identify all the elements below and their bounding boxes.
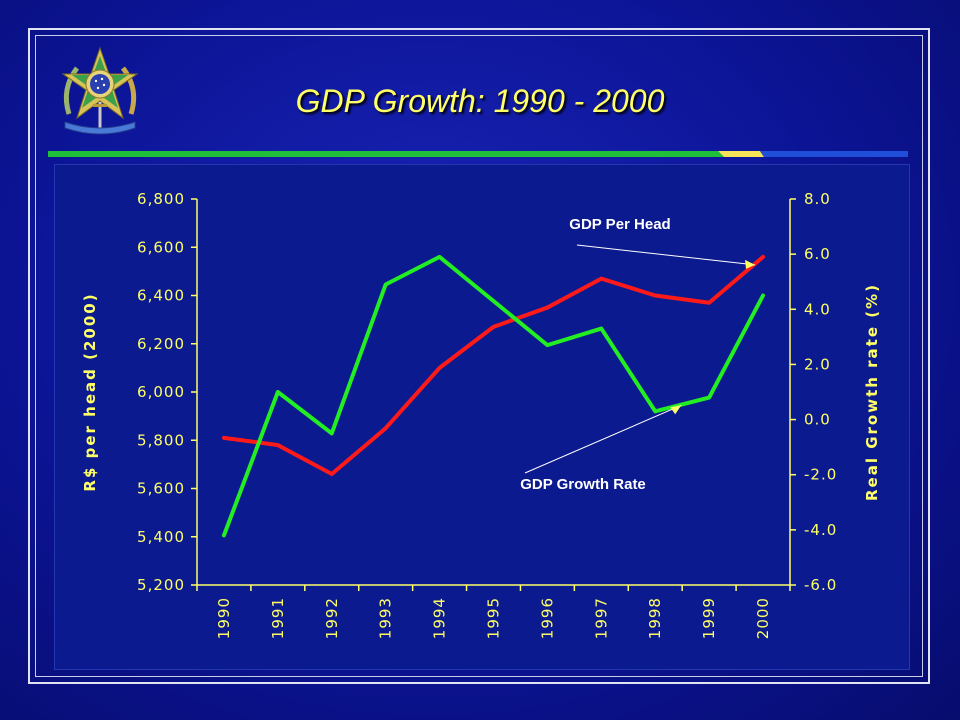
left-tick-label: 6,800 — [137, 190, 185, 208]
annotation-arrow-gdp-growth-rate — [524, 404, 682, 474]
x-tick-label: 1990 — [215, 597, 233, 639]
title-divider — [48, 151, 908, 157]
slide-border-outer — [28, 28, 930, 684]
x-tick-label: 1995 — [485, 597, 503, 639]
right-tick-label: 2.0 — [804, 355, 831, 373]
left-tick-label: 6,000 — [137, 383, 185, 401]
chart-panel: 5,200 5,400 5,600 5,800 6,000 6,200 6,400 6,600… — [54, 164, 910, 670]
arrowhead-gdp-per-head — [745, 259, 756, 269]
left-tick-label: 6,400 — [137, 287, 185, 305]
annotation-gdp-growth-rate: GDP Growth Rate — [520, 476, 646, 493]
right-tick-label: 6.0 — [804, 245, 831, 263]
slide-title: GDP Growth: 1990 - 2000 — [295, 83, 665, 119]
brazil-coat-of-arms-icon — [61, 46, 139, 135]
left-tick-label: 5,800 — [137, 431, 185, 449]
left-axis-title: R$ per head (2000) — [81, 292, 99, 491]
gdp-per-head-line — [221, 254, 766, 477]
x-tick-label: 1997 — [592, 597, 610, 639]
x-tick-label: 1991 — [269, 597, 287, 639]
right-tick-label: 4.0 — [804, 300, 831, 318]
x-tick-label: 1992 — [323, 597, 341, 639]
left-tick-label: 6,200 — [137, 335, 185, 353]
left-tick-label: 5,400 — [137, 528, 185, 546]
x-tick-label: 1998 — [646, 597, 664, 639]
dual-axis-line-chart: 5,200 5,400 5,600 5,800 6,000 6,200 6,400 6,600… — [81, 190, 881, 639]
arrowhead-gdp-growth-rate — [670, 405, 682, 415]
right-tick-label: -6.0 — [804, 576, 837, 594]
left-tick-label: 5,200 — [137, 576, 185, 594]
right-tick-label: -4.0 — [804, 521, 837, 539]
x-tick-label: 1996 — [538, 597, 556, 639]
right-tick-label: 0.0 — [804, 411, 831, 429]
right-axis-title: Real Growth rate (%) — [863, 283, 881, 501]
left-tick-label: 6,600 — [137, 238, 185, 256]
right-tick-label: -2.0 — [804, 466, 837, 484]
x-tick-label: 1994 — [431, 597, 449, 639]
x-tick-label: 1999 — [700, 597, 718, 639]
slide-border-inner — [35, 35, 923, 677]
right-tick-label: 8.0 — [804, 190, 831, 208]
x-tick-label: 2000 — [754, 597, 772, 639]
annotation-arrow-gdp-per-head — [576, 244, 756, 266]
left-tick-label: 5,600 — [137, 480, 185, 498]
x-tick-label: 1993 — [377, 597, 395, 639]
annotation-gdp-per-head: GDP Per Head — [569, 216, 670, 233]
